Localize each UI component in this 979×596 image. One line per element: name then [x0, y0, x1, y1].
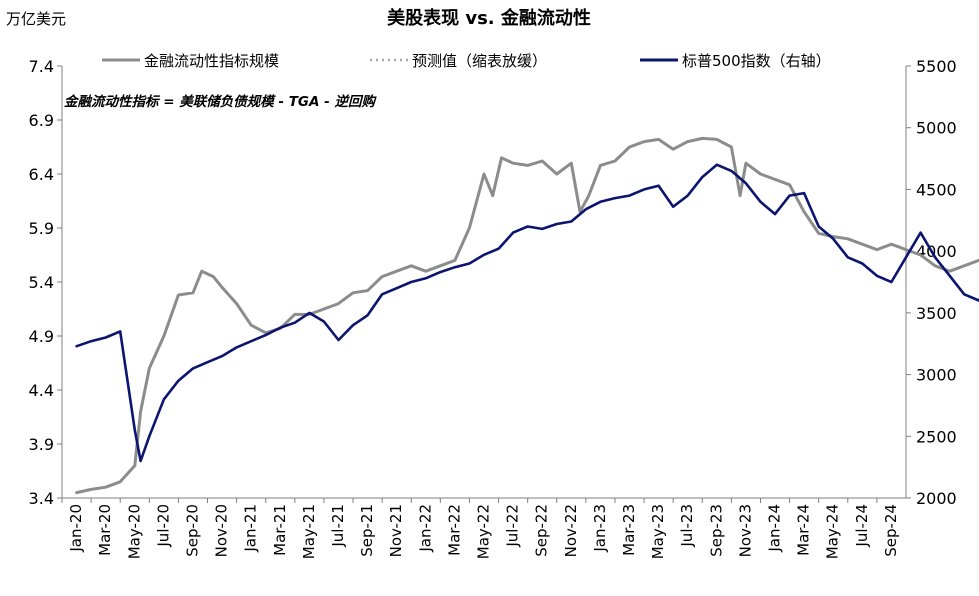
right-tick-label: 2500: [916, 427, 957, 446]
x-tick-label: Nov-20: [213, 504, 231, 557]
legend-label-liquidity: 金融流动性指标规模: [144, 52, 279, 70]
x-tick-label: Nov-21: [387, 504, 405, 557]
x-tick-label: May-24: [824, 504, 842, 559]
x-tick-label: Sep-24: [882, 504, 900, 557]
left-tick-label: 6.4: [29, 165, 54, 184]
right-tick-label: 2000: [916, 489, 957, 508]
right-tick-label: 3500: [916, 304, 957, 323]
legend: 金融流动性指标规模 预测值（缩表放缓） 标普500指数（右轴）: [102, 52, 831, 70]
series-line-liquidity: [75, 136, 979, 495]
x-tick-label: Sep-21: [358, 504, 376, 557]
x-tick-label: Jul-22: [504, 504, 522, 548]
x-tick-label: May-22: [475, 504, 493, 559]
series-layer: [75, 136, 979, 495]
right-tick-label: 4500: [916, 180, 957, 199]
x-tick-label: Jan-22: [416, 504, 434, 553]
right-axis-ticks: 2000 2500 3000 3500 4000 4500 5000 5500: [906, 57, 957, 508]
left-tick-label: 3.9: [29, 435, 54, 454]
x-tick-label: Mar-23: [620, 504, 638, 556]
left-tick-label: 5.4: [29, 273, 54, 292]
x-tick-label: Mar-22: [445, 504, 463, 556]
x-tick-label: May-20: [125, 504, 143, 559]
left-tick-label: 6.9: [29, 111, 54, 130]
x-tick-label: Jul-23: [678, 504, 696, 548]
series-line-sp500: [75, 163, 979, 463]
left-tick-label: 5.9: [29, 219, 54, 238]
x-tick-label: Sep-23: [707, 504, 725, 557]
x-tick-label: Mar-20: [96, 504, 114, 556]
x-tick-label: Jan-23: [591, 504, 609, 553]
x-axis-ticks: Jan-20 Mar-20 May-20 Jul-20 Sep-20 Nov-20 Jan-…: [61, 498, 900, 559]
left-axis-unit: 万亿美元: [6, 10, 66, 28]
left-tick-label: 7.4: [29, 57, 54, 76]
x-tick-label: Sep-22: [533, 504, 551, 557]
x-tick-label: Jul-24: [853, 504, 871, 548]
legend-label-forecast: 预测值（缩表放缓）: [412, 52, 547, 70]
formula-annotation: 金融流动性指标 = 美联储负债规模 - TGA - 逆回购: [64, 94, 377, 110]
right-tick-label: 5000: [916, 119, 957, 138]
chart-title: 美股表现 vs. 金融流动性: [387, 7, 591, 29]
x-tick-label: Jan-20: [67, 504, 85, 553]
x-tick-label: Mar-21: [271, 504, 289, 556]
x-tick-label: Nov-23: [736, 504, 754, 557]
right-tick-label: 3000: [916, 366, 957, 385]
x-tick-label: Mar-24: [795, 504, 813, 556]
right-tick-label: 5500: [916, 57, 957, 76]
x-tick-label: Nov-22: [562, 504, 580, 557]
x-tick-label: Jan-21: [242, 504, 260, 553]
x-tick-label: Jan-24: [766, 504, 784, 553]
left-tick-label: 4.4: [29, 381, 54, 400]
x-tick-label: Jul-21: [329, 504, 347, 548]
left-tick-label: 4.9: [29, 327, 54, 346]
right-tick-label: 4000: [916, 242, 957, 261]
legend-label-sp500: 标普500指数（右轴）: [682, 52, 831, 70]
x-tick-label: May-21: [300, 504, 318, 559]
left-tick-label: 3.4: [29, 489, 54, 508]
x-tick-label: Sep-20: [183, 504, 201, 557]
x-tick-label: Jul-20: [154, 504, 172, 548]
x-tick-label: May-23: [649, 504, 667, 559]
left-axis-ticks: 3.4 3.9 4.4 4.9 5.4 5.9 6.4 6.9 7.4: [29, 57, 62, 508]
